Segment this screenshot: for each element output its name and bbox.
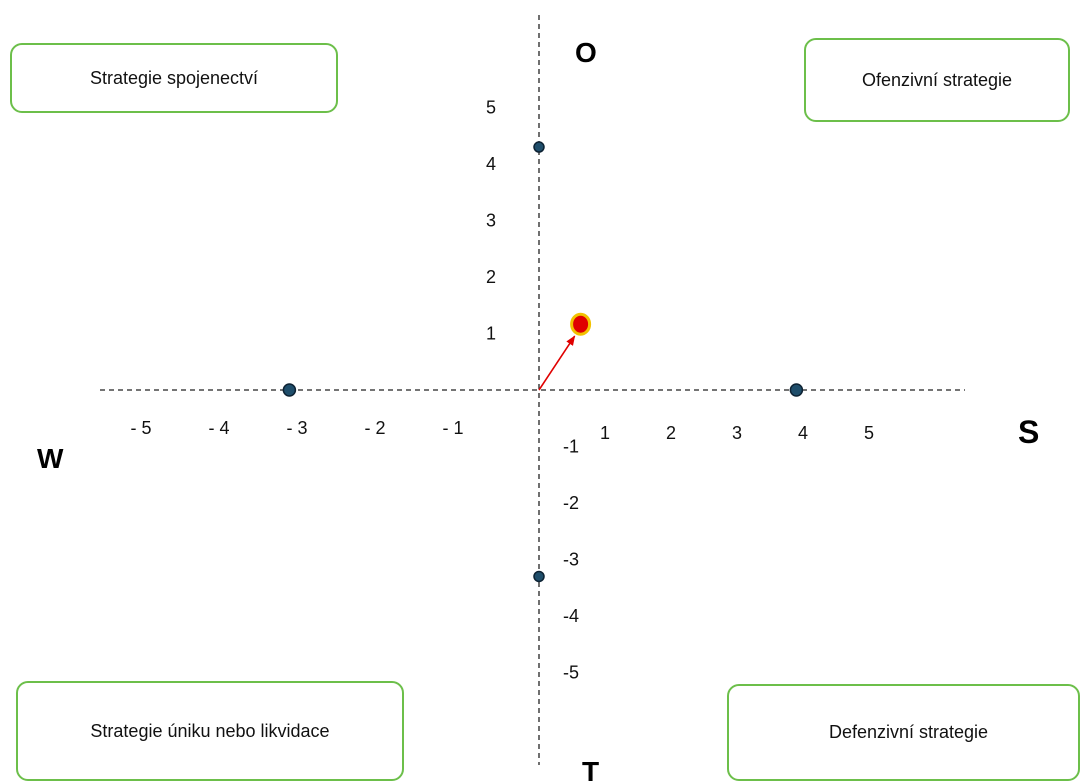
quadrant-box-defensive-strategy: Defenzivní strategie (727, 684, 1080, 781)
point-o (533, 141, 545, 153)
quadrant-box-offensive-strategy: Ofenzivní strategie (804, 38, 1070, 122)
quadrant-box-alliance-strategy: Strategie spojenectví (10, 43, 338, 113)
x-tick-label: 5 (864, 423, 874, 443)
quadrant-label: Strategie spojenectví (89, 67, 259, 88)
point-t (533, 570, 545, 583)
x-tick-label: - 5 (130, 418, 151, 438)
y-tick-label: 5 (486, 98, 496, 118)
x-tick-label: 2 (666, 423, 676, 443)
x-tick-label: 3 (732, 423, 742, 443)
x-tick-label: - 4 (208, 418, 229, 438)
y-tick-label: -3 (563, 550, 579, 570)
result-arrow (538, 335, 576, 391)
result-point (570, 312, 592, 336)
y-tick-label: -1 (563, 437, 579, 457)
point-s (789, 383, 804, 397)
axis-points (282, 141, 804, 583)
pole-label-s: S (1018, 414, 1039, 450)
quadrant-box-escape-strategy: Strategie úniku nebo likvidace (16, 681, 404, 781)
quadrant-label: Ofenzivní strategie (861, 69, 1013, 90)
x-tick-label: 4 (798, 423, 808, 443)
x-tick-label: - 2 (364, 418, 385, 438)
y-tick-label: 1 (486, 324, 496, 344)
y-tick-label: -5 (563, 663, 579, 683)
x-tick-label: - 3 (286, 418, 307, 438)
x-tick-label: - 1 (442, 418, 463, 438)
y-tick-label: 3 (486, 211, 496, 231)
quadrant-label: Strategie úniku nebo likvidace (90, 720, 330, 741)
y-tick-label: -2 (563, 493, 579, 513)
point-w (282, 383, 297, 397)
quadrant-label: Defenzivní strategie (828, 722, 989, 743)
x-tick-label: 1 (600, 423, 610, 443)
pole-label-t: T (582, 756, 599, 781)
pole-label-o: O (575, 37, 597, 68)
y-tick-label: 2 (486, 267, 496, 287)
y-tick-labels: 5 4 3 2 1 -1 -2 -3 -4 -5 (486, 98, 579, 683)
y-tick-label: -4 (563, 606, 579, 626)
pole-label-w: W (37, 443, 64, 474)
y-tick-label: 4 (486, 154, 496, 174)
x-tick-labels: - 5 - 4 - 3 - 2 - 1 1 2 3 4 5 (130, 418, 874, 443)
